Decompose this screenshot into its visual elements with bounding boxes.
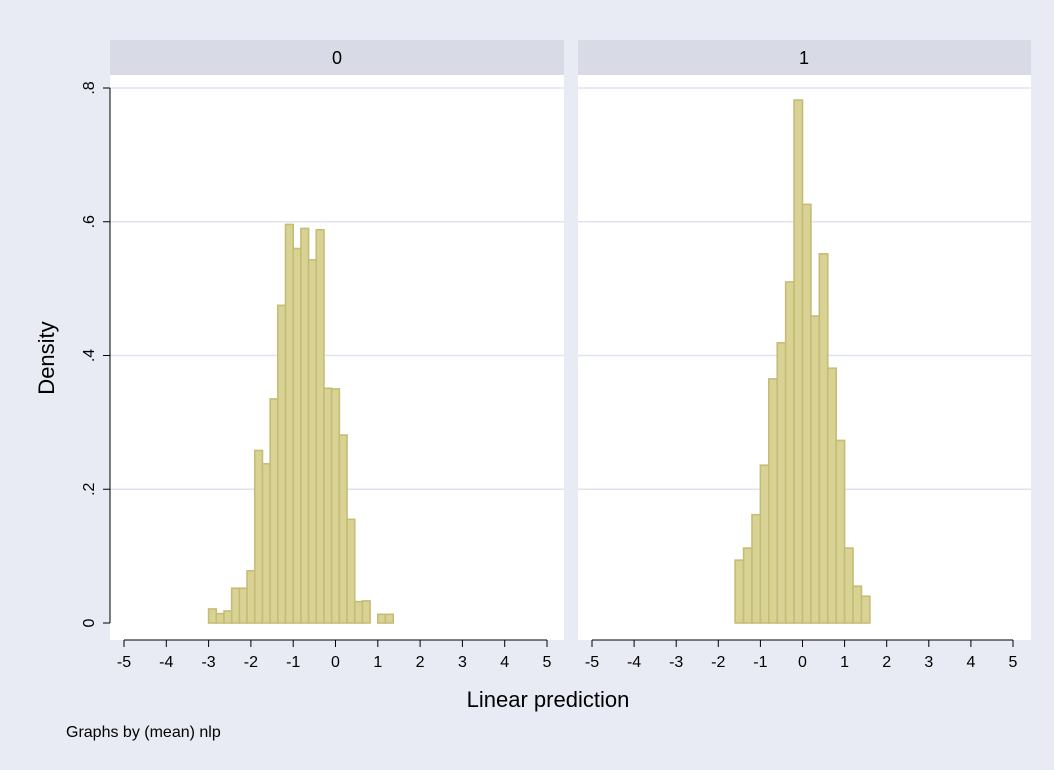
histogram-bar <box>826 367 837 624</box>
histogram-bar <box>207 608 218 624</box>
y-axis: 0 .2 .4 .6 .8 <box>81 81 111 627</box>
histogram-bar <box>292 247 302 624</box>
histogram-bar <box>215 612 225 624</box>
panel-0-strip <box>110 40 564 75</box>
x-tick-label: -2 <box>711 654 725 671</box>
x-tick-label: -4 <box>159 654 173 671</box>
x-tick-label: -1 <box>286 654 300 671</box>
panel-1-bars <box>734 99 871 624</box>
x-tick-label: 0 <box>331 654 340 671</box>
histogram-bar <box>384 613 394 624</box>
panel-0-x-axis: -5 -4 -3 -2 -1 0 1 2 3 4 5 <box>117 639 552 671</box>
histogram-bar <box>759 464 770 624</box>
histogram-bar <box>776 341 787 624</box>
histogram-bar <box>315 228 325 624</box>
histogram-bar <box>338 434 348 624</box>
histogram-bar <box>246 570 256 624</box>
histogram-bar <box>307 259 318 624</box>
y-tick-label: .4 <box>81 349 98 362</box>
x-tick-label: 2 <box>882 654 891 671</box>
y-tick-label: .2 <box>81 482 98 495</box>
x-tick-label: 1 <box>373 654 382 671</box>
x-tick-label: 4 <box>500 654 509 671</box>
x-tick-label: -3 <box>669 654 683 671</box>
panel-1: 1 -5 -4 -3 -2 -1 0 1 2 3 4 5 <box>578 40 1031 671</box>
histogram-bar <box>734 559 745 624</box>
x-tick-label: -2 <box>244 654 258 671</box>
histogram-bar <box>276 304 287 624</box>
histogram-bar <box>300 227 310 624</box>
histogram-bar <box>784 281 795 624</box>
y-tick-label: 0 <box>81 618 98 627</box>
x-tick-label: 5 <box>543 654 552 671</box>
x-tick-label: 1 <box>840 654 849 671</box>
panel-1-x-axis: -5 -4 -3 -2 -1 0 1 2 3 4 5 <box>585 639 1018 671</box>
panel-0-gridlines <box>110 87 564 490</box>
histogram-bar <box>835 439 846 624</box>
histogram-bar <box>376 613 387 624</box>
histogram-bar <box>238 587 248 624</box>
histogram-bar <box>860 595 871 624</box>
histogram-bar <box>223 610 233 624</box>
x-tick-label: -3 <box>201 654 215 671</box>
histogram-bar <box>346 518 356 624</box>
panel-0: 0 -5 -4 -3 -2 -1 0 1 2 3 4 5 <box>110 40 564 671</box>
histogram-bar <box>843 547 854 624</box>
histogram-bar <box>742 547 753 624</box>
panel-0-bars <box>207 223 394 624</box>
panel-1-strip <box>578 40 1031 75</box>
histogram-bar <box>353 600 364 624</box>
histogram-bar <box>330 388 341 624</box>
y-tick-label: .8 <box>81 81 98 94</box>
panel-1-title: 1 <box>799 48 809 68</box>
x-tick-label: 3 <box>458 654 467 671</box>
histogram-bar <box>801 203 812 624</box>
histogram-bar <box>323 387 333 624</box>
panel-0-title: 0 <box>332 48 342 68</box>
histogram-bar <box>810 315 821 624</box>
x-axis-title: Linear prediction <box>467 687 630 712</box>
y-axis-title: Density <box>34 321 59 394</box>
histogram-bar <box>751 513 762 624</box>
histogram-bar <box>269 398 279 624</box>
histogram-bar <box>852 585 863 624</box>
histogram-bar <box>361 600 371 624</box>
graphs-by-note: Graphs by (mean) nlp <box>66 724 221 741</box>
x-tick-label: 3 <box>924 654 933 671</box>
histogram-bar <box>768 378 779 624</box>
x-tick-label: 4 <box>966 654 975 671</box>
x-tick-label: 2 <box>416 654 425 671</box>
histogram-bar <box>793 99 804 624</box>
y-tick-label: .6 <box>81 215 98 228</box>
histogram-bar <box>261 463 271 624</box>
histogram-bar <box>230 587 241 624</box>
x-tick-label: -4 <box>627 654 641 671</box>
x-tick-label: -1 <box>753 654 767 671</box>
histogram-bar <box>284 223 294 624</box>
x-tick-label: 0 <box>798 654 807 671</box>
x-tick-label: -5 <box>585 654 599 671</box>
x-tick-label: -5 <box>117 654 131 671</box>
histogram-bar <box>818 253 829 624</box>
x-tick-label: 5 <box>1009 654 1018 671</box>
histogram-bar <box>253 449 264 624</box>
